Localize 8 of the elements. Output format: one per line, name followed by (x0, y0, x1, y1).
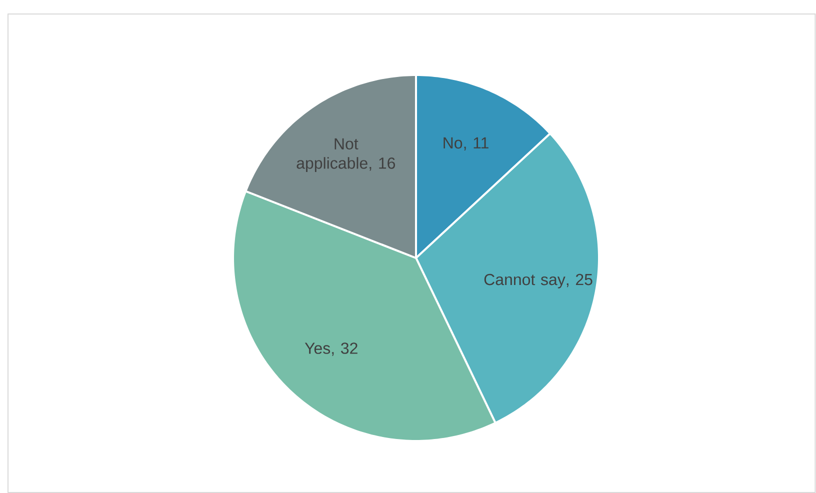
slice-label: Cannot say (484, 274, 566, 288)
slice-label: Not applicable (296, 138, 368, 172)
data-label: , 11 (464, 137, 488, 150)
slice-label: No (444, 137, 462, 149)
data-label: , 16 (370, 158, 396, 171)
slice-label: Yes (304, 342, 330, 354)
data-label: , 25 (566, 274, 592, 288)
data-label: , 32 (332, 342, 358, 356)
